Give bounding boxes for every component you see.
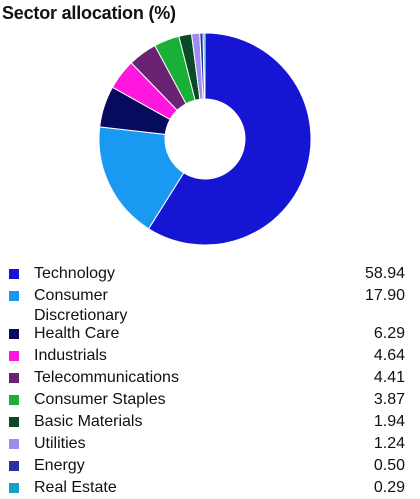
legend-row-industrials: Industrials 4.64 — [0, 345, 420, 367]
legend-label-industrials: Industrials — [34, 345, 244, 367]
legend-row-health-care: Health Care 6.29 — [0, 323, 420, 345]
legend-label-line: Basic Materials — [34, 413, 143, 430]
legend-value-consumer-discretionary: 17.90 — [364, 287, 405, 304]
legend-label-health-care: Health Care — [34, 323, 244, 345]
legend-label-basic-materials: Basic Materials — [34, 411, 244, 433]
legend-row-telecommunications: Telecommunications 4.41 — [0, 367, 420, 389]
legend-row-energy: Energy 0.50 — [0, 455, 420, 477]
legend-value-industrials: 4.64 — [373, 347, 405, 364]
legend-row-basic-materials: Basic Materials 1.94 — [0, 411, 420, 433]
legend-value-utilities: 1.24 — [373, 435, 405, 452]
legend-swatch-technology — [9, 269, 19, 279]
legend-value-telecommunications: 4.41 — [373, 369, 405, 386]
legend-label-telecommunications: Telecommunications — [34, 367, 244, 389]
legend-label-line: Industrials — [34, 347, 107, 364]
legend-label-energy: Energy — [34, 455, 244, 477]
legend-row-technology: Technology 58.94 — [0, 263, 420, 285]
legend-swatch-telecommunications — [9, 373, 19, 383]
legend-swatch-real-estate — [9, 483, 19, 493]
legend-value-real-estate: 0.29 — [373, 479, 405, 496]
legend-label-line: Energy — [34, 457, 85, 474]
legend-swatch-utilities — [9, 439, 19, 449]
legend-label-line: Telecommunications — [34, 369, 179, 386]
legend-value-energy: 0.50 — [373, 457, 405, 474]
donut-slice-real-estate — [202, 32, 206, 100]
legend-label-line: Technology — [34, 265, 115, 282]
legend-value-health-care: 6.29 — [373, 325, 405, 342]
legend-value-technology: 58.94 — [364, 265, 405, 282]
legend-value-basic-materials: 1.94 — [373, 413, 405, 430]
legend-label-line: Health Care — [34, 325, 120, 342]
donut-slice-technology — [147, 32, 312, 246]
donut-chart — [98, 32, 312, 246]
legend-label-consumer-staples: Consumer Staples — [34, 389, 244, 411]
donut-slice-consumer-discretionary — [98, 126, 185, 230]
legend-swatch-consumer-staples — [9, 395, 19, 405]
legend-row-consumer-staples: Consumer Staples 3.87 — [0, 389, 420, 411]
legend-label-real-estate: Real Estate — [34, 477, 244, 499]
legend-swatch-health-care — [9, 329, 19, 339]
legend-row-consumer-discretionary: Consumer Discretionary 17.90 — [0, 285, 420, 324]
legend-label-line: Consumer — [34, 287, 108, 304]
legend-label-consumer-discretionary: Consumer Discretionary — [34, 285, 244, 327]
legend-label-line: Real Estate — [34, 479, 117, 496]
legend-row-real-estate: Real Estate 0.29 — [0, 477, 420, 499]
legend-label-line: Utilities — [34, 435, 86, 452]
legend-value-consumer-staples: 3.87 — [373, 391, 405, 408]
legend-row-utilities: Utilities 1.24 — [0, 433, 420, 455]
legend-label-line: Consumer Staples — [34, 391, 166, 408]
legend-label-utilities: Utilities — [34, 433, 244, 455]
legend-swatch-industrials — [9, 351, 19, 361]
legend-swatch-consumer-discretionary — [9, 291, 19, 301]
legend-label-line: Discretionary — [34, 307, 128, 324]
legend-label-technology: Technology — [34, 263, 244, 285]
legend-swatch-energy — [9, 461, 19, 471]
legend-swatch-basic-materials — [9, 417, 19, 427]
chart-title: Sector allocation (%) — [2, 3, 176, 23]
